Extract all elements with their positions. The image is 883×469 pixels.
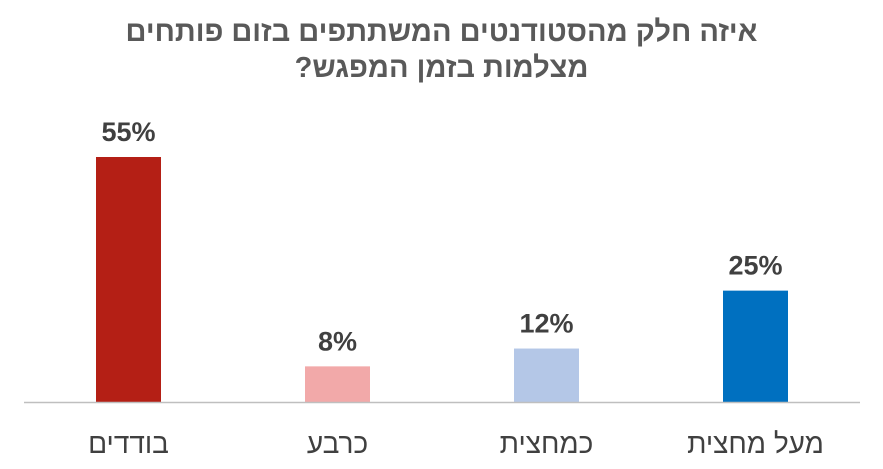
chart-title-line-1: איזה חלק מהסטודנטים המשתתפים בזום פותחים: [125, 16, 758, 48]
chart-title-line-2: מצלמות בזמן המפגש?: [294, 52, 589, 84]
data-label-0: 55%: [101, 117, 155, 147]
x-tick-label-0: בודדים: [88, 428, 169, 459]
x-tick-label-2: כמחצית: [500, 428, 594, 459]
x-tick-label-1: כרבע: [307, 428, 368, 459]
chart-title: איזה חלק מהסטודנטים המשתתפים בזום פותחים…: [0, 14, 883, 86]
data-label-3: 25%: [728, 251, 782, 281]
bar-3: [723, 290, 788, 402]
data-label-1: 8%: [318, 326, 357, 356]
x-tick-label-3: מעל מחצית: [687, 428, 824, 459]
data-label-2: 12%: [519, 309, 573, 339]
bar-2: [514, 348, 579, 402]
bar-1: [305, 366, 370, 402]
bar-0: [96, 157, 161, 402]
